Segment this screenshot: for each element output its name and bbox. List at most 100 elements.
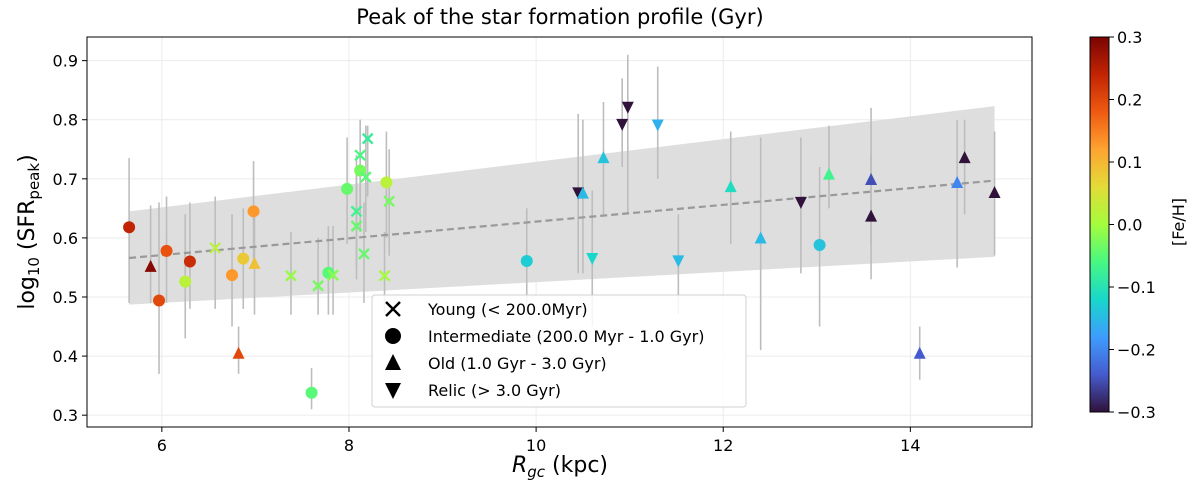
- data-point-circle: [813, 239, 826, 251]
- y-tick-label: 0.9: [53, 52, 78, 71]
- data-point-triangle-down: [672, 255, 685, 268]
- legend-marker-triangle-up: [385, 354, 401, 370]
- colorbar-tick-label: 0.1: [1117, 153, 1142, 172]
- colorbar-tick-label: 0.0: [1117, 216, 1142, 235]
- data-point-triangle-down: [616, 118, 629, 131]
- legend-marker-circle: [385, 328, 401, 344]
- legend-label: Old (1.0 Gyr - 3.0 Gyr): [428, 354, 607, 373]
- data-point-x: [312, 279, 324, 292]
- data-point-triangle-up: [822, 167, 835, 180]
- x-stroke: [359, 171, 372, 183]
- y-tick-label: 0.3: [53, 406, 78, 425]
- data-point-circle: [226, 269, 239, 282]
- x-tick-label: 8: [344, 436, 354, 455]
- x-stroke: [285, 269, 297, 282]
- data-point-triangle-up: [597, 151, 610, 164]
- y-tick-label: 0.6: [53, 229, 78, 248]
- y-axis-label: log10 (SFRpeak): [15, 154, 43, 309]
- confidence-band: [129, 106, 995, 305]
- data-point-circle: [341, 182, 354, 195]
- data-point-triangle-up: [913, 346, 926, 359]
- data-point-circle: [160, 244, 173, 257]
- x-stroke: [312, 279, 324, 292]
- data-point-x: [378, 269, 391, 282]
- x-stroke: [378, 269, 391, 282]
- data-point-triangle-up: [865, 173, 878, 185]
- data-point-x: [361, 132, 374, 145]
- x-axis-label-main: R: [512, 453, 527, 478]
- data-point-circle: [153, 294, 166, 307]
- x-stroke: [327, 269, 339, 281]
- data-point-triangle-up: [958, 151, 971, 164]
- data-point-triangle-up: [576, 186, 589, 199]
- data-point-circle: [305, 386, 318, 399]
- data-point-triangle-down: [651, 119, 664, 132]
- data-point-triangle-up: [248, 256, 261, 269]
- colorbar: [1089, 36, 1110, 413]
- data-point-triangle-down: [586, 253, 599, 265]
- data-point-triangle-up: [144, 259, 157, 272]
- x-tick-label: 12: [713, 436, 733, 455]
- data-point-x: [350, 220, 363, 232]
- colorbar-tick-label: 0.2: [1117, 91, 1142, 110]
- y-tick-label: 0.7: [53, 170, 78, 189]
- colorbar-tick-label: 0.3: [1117, 28, 1142, 47]
- data-point-triangle-up: [754, 231, 767, 244]
- data-point-circle: [380, 176, 393, 189]
- legend-marker-x: [385, 301, 401, 317]
- data-point-x: [327, 269, 339, 281]
- data-point-circle: [183, 255, 196, 268]
- data-point-triangle-up: [232, 346, 245, 359]
- data-point-triangle-up: [951, 175, 964, 188]
- legend-box: [371, 294, 747, 408]
- colorbar-label: [Fe/H]: [1169, 198, 1188, 246]
- y-axis-label-paren-close: ): [15, 154, 40, 163]
- fit-line: [129, 179, 995, 260]
- x-tick-label: 14: [900, 436, 920, 455]
- data-point-x: [354, 149, 367, 162]
- x-tick-label: 6: [157, 436, 167, 455]
- x-stroke: [354, 149, 367, 162]
- colorbar-tick-label: −0.1: [1117, 278, 1156, 297]
- data-point-circle: [237, 252, 250, 265]
- data-point-x: [285, 269, 297, 282]
- data-point-x: [359, 171, 372, 183]
- legend-label: Relic (> 3.0 Gyr): [428, 381, 561, 400]
- data-point-triangle-down: [794, 196, 807, 209]
- data-point-x: [383, 195, 396, 208]
- data-point-x: [209, 242, 222, 254]
- data-point-circle: [520, 254, 533, 267]
- x-stroke: [358, 248, 370, 260]
- data-point-circle: [247, 205, 260, 218]
- data-point-x: [358, 248, 370, 260]
- x-stroke: [385, 301, 401, 317]
- x-stroke: [209, 242, 222, 254]
- legend-label: Intermediate (200.0 Myr - 1.0 Gyr): [428, 327, 704, 346]
- data-point-x: [350, 205, 363, 218]
- data-point-circle: [123, 221, 136, 234]
- legend-label: Young (< 200.0Myr): [427, 300, 588, 319]
- legend-marker-triangle-down: [385, 383, 401, 399]
- y-axis-label-pre: log: [15, 276, 40, 310]
- x-axis-label-sub: gc: [527, 463, 546, 481]
- data-point-circle: [179, 275, 192, 288]
- colorbar-tick-label: −0.2: [1117, 341, 1156, 360]
- x-stroke: [383, 195, 396, 208]
- data-point-triangle-up: [865, 209, 878, 222]
- y-tick-label: 0.4: [53, 347, 78, 366]
- data-point-triangle-up: [988, 186, 1001, 198]
- data-point-triangle-up: [724, 180, 737, 193]
- y-axis-label-paren-sub: peak: [25, 163, 43, 200]
- x-stroke: [361, 132, 374, 145]
- axes-frame: [86, 36, 1033, 428]
- y-tick-label: 0.5: [53, 288, 78, 307]
- y-axis-label-paren: (SFR: [15, 200, 40, 257]
- x-stroke: [350, 220, 363, 232]
- y-axis-label-sub: 10: [25, 257, 43, 276]
- x-axis-label: Rgc (kpc): [512, 453, 608, 481]
- data-point-triangle-down: [621, 101, 634, 114]
- x-tick-label: 10: [526, 436, 546, 455]
- chart-title: Peak of the star formation profile (Gyr): [356, 5, 763, 29]
- y-tick-label: 0.8: [53, 111, 78, 130]
